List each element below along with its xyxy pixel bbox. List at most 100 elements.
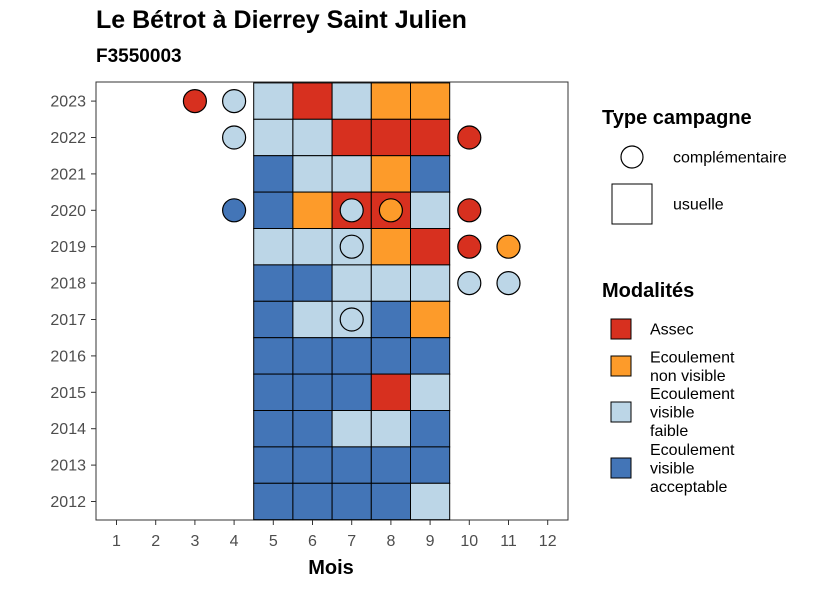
legend-label-faible: visible	[650, 405, 695, 422]
x-tick-label: 2	[151, 533, 160, 550]
x-tick-label: 6	[308, 533, 317, 550]
cell-2013-6	[292, 446, 333, 484]
complementaire-points	[182, 88, 521, 332]
x-tick-label: 3	[190, 533, 199, 550]
x-tick-label: 9	[426, 533, 435, 550]
legend-type-campagne: Type campagne complémentaire usuelle	[602, 107, 787, 225]
legend-label-acceptable: Ecoulement	[650, 442, 735, 459]
cell-2012-8	[370, 482, 411, 521]
cell-2021-5	[253, 155, 294, 193]
legend-label-acceptable: visible	[650, 461, 695, 478]
legend-swatch-acceptable	[610, 457, 632, 479]
cell-2018-5	[253, 264, 294, 302]
cell-2023-8	[370, 82, 411, 120]
point-2019-11	[496, 234, 521, 259]
cell-2016-8	[370, 337, 411, 375]
point-2017-7	[339, 307, 364, 332]
y-tick-label: 2021	[50, 166, 86, 183]
legend-title-modalites: Modalités	[602, 280, 694, 302]
cell-2013-7	[331, 446, 372, 484]
x-tick-label: 8	[386, 533, 395, 550]
cell-2016-9	[410, 337, 451, 375]
cell-2012-5	[253, 482, 294, 521]
cell-2022-9	[410, 118, 451, 157]
y-tick-label: 2022	[50, 130, 86, 147]
cell-2021-6	[292, 155, 333, 193]
cell-2016-5	[253, 337, 294, 375]
x-tick-label: 12	[539, 533, 557, 550]
y-axis: 2012 2013 2014 2015 2016 2017 2018 2019 2020 2021…	[50, 94, 96, 511]
x-tick-label: 7	[347, 533, 356, 550]
legend-label-acceptable: acceptable	[650, 479, 727, 496]
y-tick-label: 2019	[50, 239, 86, 256]
point-2022-10	[457, 125, 482, 150]
cell-2014-9	[410, 410, 451, 448]
legend-label-assec: Assec	[650, 322, 694, 339]
y-tick-label: 2023	[50, 94, 86, 111]
legend-swatch-faible	[610, 401, 632, 423]
cell-2015-7	[331, 373, 372, 412]
legend-swatch-non_visible	[610, 355, 632, 377]
point-2020-4	[222, 198, 247, 223]
cell-2015-9	[410, 373, 451, 412]
point-2019-10	[457, 234, 482, 259]
cell-2018-9	[410, 264, 451, 302]
point-2023-4	[222, 88, 247, 114]
x-axis: 1 2 3 4 5 6 7 8 9 10 11 12	[112, 520, 557, 550]
cell-2016-7	[331, 337, 372, 375]
point-2018-10	[457, 271, 482, 296]
y-tick-label: 2012	[50, 494, 86, 511]
legend-label-faible: Ecoulement	[650, 386, 735, 403]
cell-2019-5	[253, 228, 294, 266]
chart-subtitle: F3550003	[96, 46, 182, 67]
cell-2017-6	[292, 300, 333, 339]
x-tick-label: 1	[112, 533, 121, 550]
point-2023-3	[182, 88, 207, 114]
cell-2019-9	[410, 228, 451, 266]
x-tick-label: 4	[230, 533, 239, 550]
legend-swatch-assec	[610, 318, 632, 340]
cell-2014-6	[292, 410, 333, 448]
legend-title-type: Type campagne	[602, 107, 752, 129]
point-2020-10	[457, 198, 482, 223]
legend-label-faible: faible	[650, 423, 688, 440]
x-tick-label: 5	[269, 533, 278, 550]
cell-2021-9	[410, 155, 451, 193]
cell-2018-8	[370, 264, 411, 302]
cell-2015-6	[292, 373, 333, 412]
y-tick-label: 2018	[50, 276, 86, 293]
x-tick-label: 10	[460, 533, 478, 550]
legend-key-circle	[620, 145, 644, 169]
cell-2023-7	[331, 82, 372, 120]
legend-label-complementaire: complémentaire	[673, 150, 787, 167]
y-tick-label: 2016	[50, 348, 86, 365]
y-tick-label: 2015	[50, 385, 86, 402]
legend-label-usuelle: usuelle	[673, 197, 724, 214]
cell-2016-6	[292, 337, 333, 375]
cell-2014-8	[370, 410, 411, 448]
y-tick-label: 2014	[50, 421, 86, 438]
cell-2023-6	[292, 82, 333, 120]
cell-2017-8	[370, 300, 411, 339]
cell-2020-5	[253, 191, 294, 230]
cell-2014-7	[331, 410, 372, 448]
cell-2023-9	[410, 82, 451, 120]
legend-key-square	[611, 183, 653, 225]
cell-2017-5	[253, 300, 294, 339]
cell-2021-7	[331, 155, 372, 193]
point-2020-7	[339, 198, 364, 223]
cell-2013-9	[410, 446, 451, 484]
cell-2014-5	[253, 410, 294, 448]
x-tick-label: 11	[500, 533, 517, 550]
cell-2022-5	[253, 118, 294, 157]
cell-2022-7	[331, 118, 372, 157]
cell-2017-9	[410, 300, 451, 339]
usuelle-cells	[253, 82, 451, 521]
cell-2013-5	[253, 446, 294, 484]
cell-2022-8	[370, 118, 411, 157]
cell-2021-8	[370, 155, 411, 193]
cell-2018-6	[292, 264, 333, 302]
cell-2020-6	[292, 191, 333, 230]
